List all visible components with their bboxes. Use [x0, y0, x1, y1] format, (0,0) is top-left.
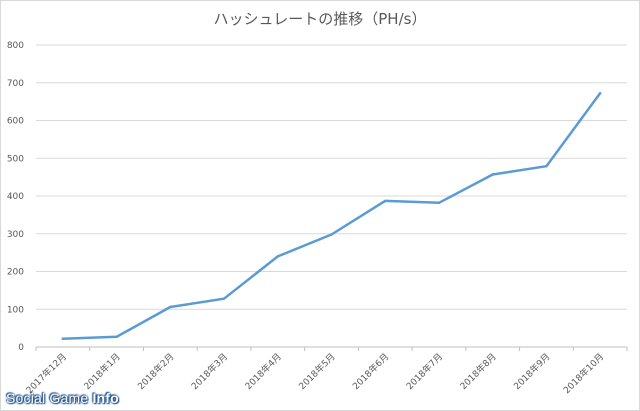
data-point: [222, 297, 226, 300]
data-point: [437, 201, 441, 204]
x-tick-label: 2018年10月: [561, 351, 607, 397]
y-tick-label: 600: [7, 117, 24, 127]
y-tick-label: 100: [7, 305, 24, 315]
y-tick-label: 800: [7, 41, 24, 51]
x-tick-label: 2018年4月: [242, 351, 283, 392]
x-tick-label: 2018年1月: [81, 351, 122, 392]
data-point: [384, 199, 387, 203]
watermark-suffix: Info: [92, 390, 119, 406]
y-tick-label: 700: [7, 79, 24, 89]
y-tick-label: 0: [18, 343, 24, 353]
x-tick-label: 2018年8月: [457, 351, 498, 392]
data-point: [545, 164, 548, 168]
data-point: [330, 233, 333, 236]
x-tick-label: 2018年7月: [404, 351, 445, 392]
y-tick-label: 500: [7, 154, 24, 164]
data-point: [115, 335, 118, 339]
data-point: [598, 92, 602, 95]
y-tick-label: 400: [7, 192, 24, 202]
data-point: [276, 255, 279, 258]
y-tick-label: 300: [7, 230, 24, 240]
watermark-logo: Social Game Info: [6, 390, 119, 406]
x-tick-label: 2018年6月: [350, 351, 391, 392]
watermark-prefix: Social Game: [6, 390, 93, 406]
y-tick-label: 200: [7, 268, 24, 278]
x-tick-label: 2018年5月: [296, 351, 337, 392]
data-point: [491, 173, 494, 176]
x-tick-label: 2018年2月: [135, 351, 176, 392]
chart-title: ハッシュレートの推移（PH/s）: [213, 10, 427, 28]
x-tick-label: 2018年9月: [511, 351, 552, 392]
data-point: [169, 305, 172, 309]
series-line: [61, 92, 602, 340]
x-tick-label: 2018年3月: [189, 351, 230, 392]
data-point: [61, 337, 65, 340]
